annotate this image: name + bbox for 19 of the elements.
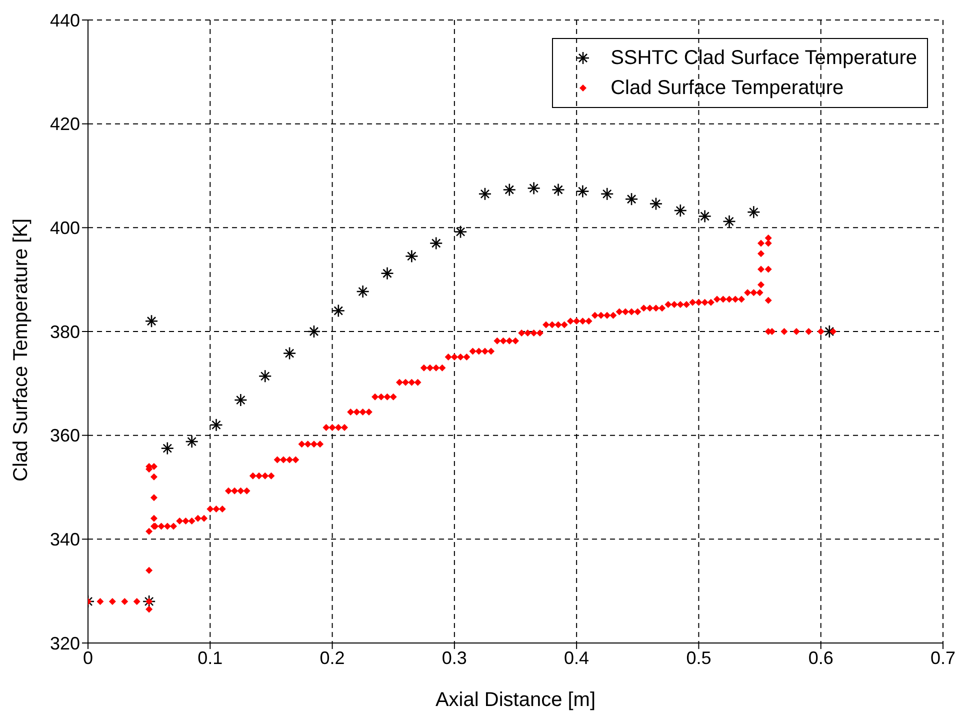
- x-tick-label: 0.6: [808, 648, 834, 668]
- y-tick-label: 420: [50, 114, 80, 134]
- y-tick-label: 400: [50, 218, 80, 238]
- legend-label: Clad Surface Temperature: [610, 76, 844, 101]
- x-tick-label: 0.7: [930, 648, 956, 668]
- y-tick-label: 340: [50, 530, 80, 550]
- x-tick-label: 0: [82, 648, 94, 668]
- y-tick-label: 380: [50, 322, 80, 342]
- y-tick-label: 320: [50, 633, 80, 654]
- x-axis-title: Axial Distance [m]: [435, 689, 596, 711]
- x-tick-label: 0.2: [320, 648, 345, 668]
- y-axis-title: Clad Surface Temperature [K]: [10, 218, 32, 482]
- x-tick-label: 0.3: [442, 648, 467, 668]
- x-tick-label: 0.1: [198, 648, 223, 668]
- x-tick-label: 0.5: [686, 648, 712, 668]
- y-tick-label: 440: [50, 10, 80, 30]
- legend-label: SSHTC Clad Surface Temperature: [610, 46, 917, 71]
- y-tick-label: 360: [50, 426, 80, 446]
- x-tick-label: 0.4: [564, 648, 590, 668]
